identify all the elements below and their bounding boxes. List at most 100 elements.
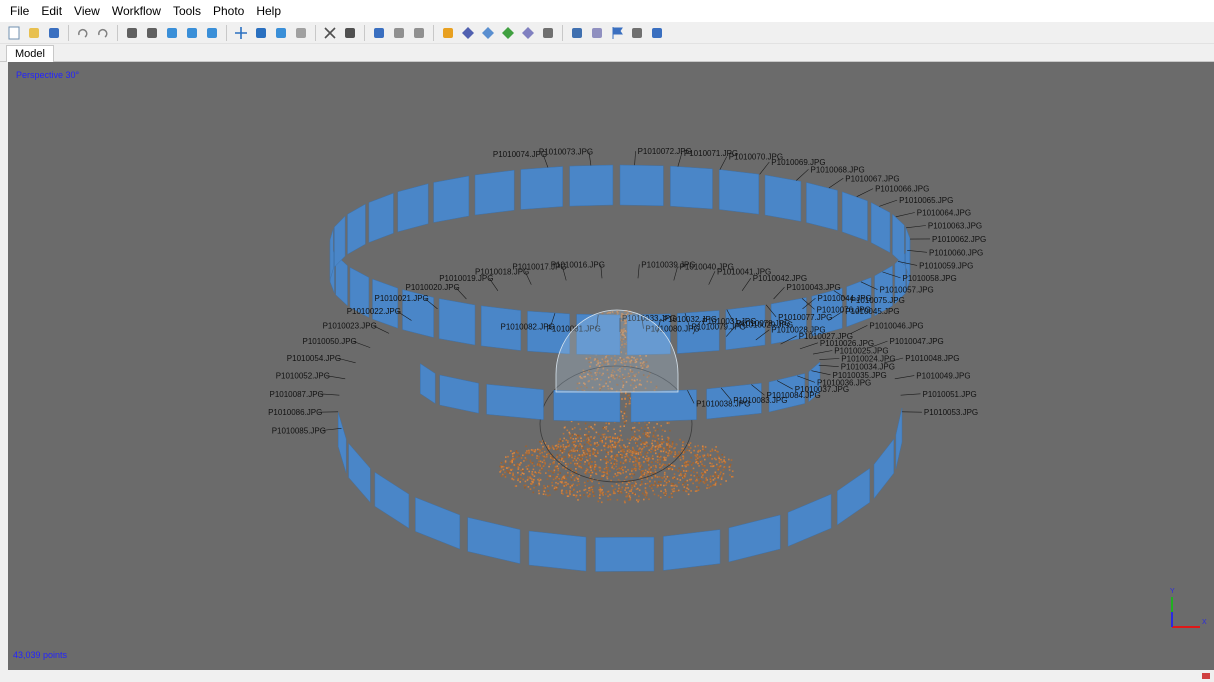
markers-icon[interactable]	[629, 25, 645, 41]
camera-middle[interactable]	[768, 373, 806, 413]
camera-lower[interactable]	[348, 442, 371, 504]
brush-icon[interactable]	[293, 25, 309, 41]
menu-photo[interactable]: Photo	[212, 4, 245, 18]
camera-upper[interactable]	[770, 297, 807, 345]
open-icon[interactable]	[26, 25, 42, 41]
label-leader	[897, 261, 918, 266]
resize-grip-icon[interactable]	[1202, 673, 1210, 679]
menu-view[interactable]: View	[74, 4, 100, 18]
camera-lower[interactable]	[837, 467, 870, 526]
camera-upper[interactable]	[349, 266, 370, 318]
camera-upper[interactable]	[334, 215, 346, 268]
show-cameras-icon[interactable]	[371, 25, 387, 41]
camera-middle[interactable]	[630, 389, 697, 423]
show-images-icon[interactable]	[569, 25, 585, 41]
menu-workflow[interactable]: Workflow	[111, 4, 161, 18]
camera-lower[interactable]	[895, 407, 903, 469]
cloud-point	[620, 411, 623, 413]
camera-upper[interactable]	[841, 191, 868, 242]
camera-lower[interactable]	[728, 514, 781, 563]
camera-upper[interactable]	[480, 305, 522, 351]
shield-icon[interactable]	[589, 25, 605, 41]
camera-upper[interactable]	[368, 192, 394, 243]
camera-upper[interactable]	[402, 289, 434, 338]
camera-upper[interactable]	[894, 252, 906, 305]
shape-icon[interactable]	[273, 25, 289, 41]
navigate-icon[interactable]	[164, 25, 180, 41]
camera-middle[interactable]	[486, 384, 544, 420]
ruler-icon[interactable]	[253, 25, 269, 41]
save-icon[interactable]	[46, 25, 62, 41]
camera-upper[interactable]	[806, 182, 838, 231]
point-cloud-icon[interactable]	[440, 25, 456, 41]
camera-lower[interactable]	[374, 471, 410, 529]
camera-upper[interactable]	[569, 164, 614, 207]
camera-upper[interactable]	[520, 166, 563, 210]
camera-lower[interactable]	[787, 493, 832, 547]
camera-upper[interactable]	[725, 304, 766, 351]
menu-tools[interactable]: Tools	[172, 4, 201, 18]
camera-middle[interactable]	[706, 382, 762, 420]
grid-icon[interactable]	[391, 25, 407, 41]
mesh-solid-icon[interactable]	[480, 25, 496, 41]
camera-upper[interactable]	[438, 298, 476, 346]
cloud-point	[668, 496, 670, 498]
crop-icon[interactable]	[342, 25, 358, 41]
tab-model[interactable]: Model	[6, 45, 54, 62]
camera-lower[interactable]	[528, 530, 587, 572]
camera-upper[interactable]	[474, 169, 515, 216]
camera-lower[interactable]	[595, 536, 655, 572]
camera-upper[interactable]	[576, 313, 621, 356]
camera-lower[interactable]	[873, 438, 895, 500]
camera-upper[interactable]	[846, 277, 872, 328]
camera-upper[interactable]	[433, 175, 470, 223]
camera-upper[interactable]	[347, 203, 366, 255]
mesh-shaded-icon[interactable]	[500, 25, 516, 41]
dem-icon[interactable]	[540, 25, 556, 41]
rotate-object-icon[interactable]	[184, 25, 200, 41]
camera-upper[interactable]	[397, 183, 429, 233]
camera-upper[interactable]	[905, 226, 911, 279]
cloud-point	[621, 454, 623, 456]
camera-middle[interactable]	[553, 390, 621, 423]
camera-lower[interactable]	[663, 529, 721, 571]
menu-help[interactable]: Help	[256, 4, 282, 18]
cloud-point	[696, 457, 699, 460]
pointer-icon[interactable]	[124, 25, 140, 41]
menu-file[interactable]: File	[10, 4, 30, 18]
camera-upper[interactable]	[619, 164, 664, 207]
redo-icon[interactable]	[95, 25, 111, 41]
camera-middle[interactable]	[439, 374, 479, 414]
new-icon[interactable]	[6, 25, 22, 41]
tiled-model-icon[interactable]	[520, 25, 536, 41]
camera-upper[interactable]	[811, 287, 843, 337]
undo-icon[interactable]	[75, 25, 91, 41]
camera-upper[interactable]	[329, 228, 334, 281]
camera-upper[interactable]	[892, 213, 905, 266]
dense-cloud-icon[interactable]	[460, 25, 476, 41]
camera-lower[interactable]	[467, 517, 521, 564]
camera-lower[interactable]	[415, 497, 461, 550]
rect-select-icon[interactable]	[144, 25, 160, 41]
camera-lower[interactable]	[337, 412, 347, 474]
camera-upper[interactable]	[372, 278, 399, 329]
flag-icon[interactable]	[609, 25, 625, 41]
camera-upper[interactable]	[870, 202, 891, 254]
move-object-icon[interactable]	[204, 25, 220, 41]
delete-icon[interactable]	[322, 25, 338, 41]
menu-edit[interactable]: Edit	[41, 4, 63, 18]
cloud-point	[663, 447, 665, 449]
camera-upper[interactable]	[874, 265, 893, 317]
camera-upper[interactable]	[764, 174, 802, 222]
camera-upper[interactable]	[670, 165, 713, 210]
camera-upper[interactable]	[527, 310, 570, 355]
model-viewport[interactable]: P1010074.JPG P1010073.JPG P1010072.JPG P101…	[8, 62, 1214, 670]
add-marker-icon[interactable]	[233, 25, 249, 41]
image-icon[interactable]	[411, 25, 427, 41]
camera-upper[interactable]	[718, 169, 760, 215]
camera-middle[interactable]	[420, 363, 436, 404]
axis-icon[interactable]	[649, 25, 665, 41]
axis-gizmo[interactable]: Y X	[1170, 588, 1207, 628]
cloud-point	[652, 435, 655, 438]
